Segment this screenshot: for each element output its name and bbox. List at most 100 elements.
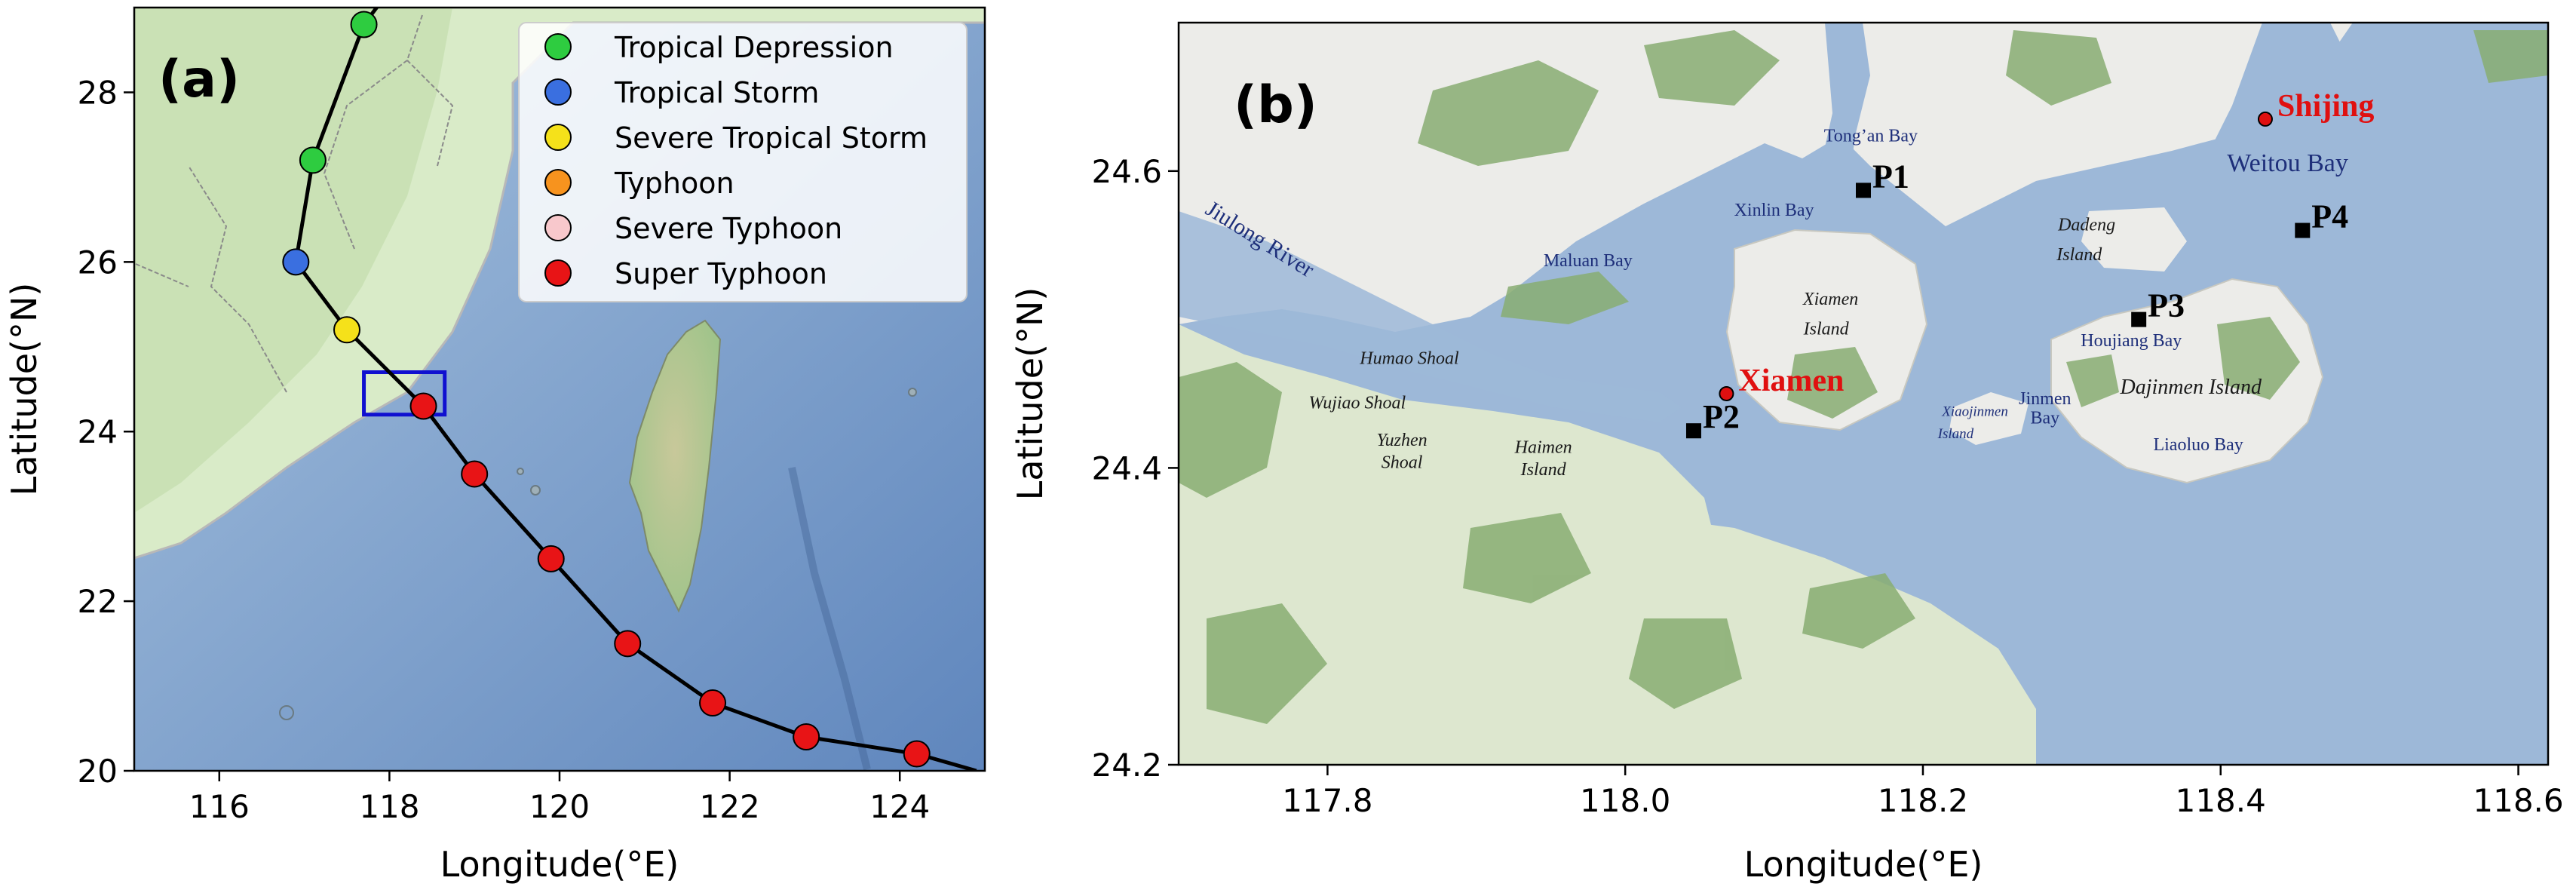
panel-a-axes: 116 118 120 122 124 20 22 24 26 28 xyxy=(78,74,931,825)
legend-marker xyxy=(544,214,572,241)
track-point xyxy=(282,248,310,276)
panel-b-basemap: P1 P2 P3 P4 Tong’an Bay Xinlin Bay Maluan Bay… xyxy=(1179,23,2548,765)
legend-marker xyxy=(544,169,572,196)
panel-a-xlabel: Longitude(°E) xyxy=(440,844,679,885)
station-marker xyxy=(2131,311,2147,327)
legend-marker xyxy=(544,124,572,151)
place-label: Island xyxy=(2056,245,2102,265)
place-label: Island xyxy=(1937,426,1974,442)
track-point xyxy=(537,545,565,572)
panel-b-ytick-label: 24.6 xyxy=(1091,153,1162,190)
station-label: P3 xyxy=(2148,287,2185,324)
panel-a-ylabel: Latitude(°N) xyxy=(4,283,44,496)
panel-b-xtick-label: 117.8 xyxy=(1282,782,1372,819)
station-marker xyxy=(1685,423,1701,439)
panel-b: P1 P2 P3 P4 Tong’an Bay Xinlin Bay Maluan Bay… xyxy=(1010,21,2564,885)
place-label: Wujiao Shoal xyxy=(1309,394,1406,413)
place-label: Maluan Bay xyxy=(1544,251,1633,271)
legend-items: Tropical Depression Tropical Storm Severe … xyxy=(544,31,928,290)
panel-a-ytick-label: 24 xyxy=(78,413,118,450)
station-label: P4 xyxy=(2311,198,2348,235)
track-point xyxy=(903,740,931,768)
xiaojinmen-island xyxy=(1949,392,2029,445)
place-label: Dajinmen Island xyxy=(2120,376,2262,399)
legend-marker xyxy=(544,78,572,106)
place-label: Tong’an Bay xyxy=(1824,126,1918,146)
station-marker xyxy=(1856,183,1871,198)
panel-a-xtick-label: 118 xyxy=(359,788,419,825)
track-point xyxy=(350,11,378,38)
panel-a-xtick-label: 120 xyxy=(529,788,590,825)
place-label: Island xyxy=(1520,460,1567,480)
track-point xyxy=(461,460,489,488)
legend-label: Super Typhoon xyxy=(615,257,827,290)
cities-layer: Xiamen Shijing xyxy=(1719,89,2374,401)
xiamen-island xyxy=(1725,229,1928,431)
track-point xyxy=(614,630,642,658)
place-label: Xiamen xyxy=(1802,290,1858,309)
place-label: Yuzhen xyxy=(1377,431,1428,450)
panel-b-xtick-label: 118.6 xyxy=(2473,782,2563,819)
place-label: Xiaojinmen xyxy=(1941,404,2008,420)
track-point xyxy=(299,146,327,174)
track-point xyxy=(409,392,437,420)
taiwan-island xyxy=(628,319,722,613)
panel-b-ylabel: Latitude(°N) xyxy=(1010,287,1050,501)
legend-label: Tropical Depression xyxy=(614,31,894,64)
legend-marker xyxy=(544,33,572,60)
tongan-bay-channel xyxy=(1795,23,1870,226)
station-label: P2 xyxy=(1703,398,1740,435)
panel-a-ytick-label: 26 xyxy=(78,244,118,281)
panel-a-ytick-label: 22 xyxy=(78,583,118,620)
dadeng-island xyxy=(2081,207,2187,272)
panel-a-label: (a) xyxy=(158,50,240,109)
panel-b-label: (b) xyxy=(1234,75,1317,135)
vegetation xyxy=(1179,30,2548,724)
track-point xyxy=(699,689,727,717)
place-label: Bay xyxy=(2030,408,2059,428)
legend-label: Typhoon xyxy=(614,167,734,200)
place-label: Weitou Bay xyxy=(2227,149,2348,177)
panel-a: 116 118 120 122 124 20 22 24 26 28 (a) Longitude(… xyxy=(4,6,986,885)
small-islands xyxy=(279,388,917,720)
legend-label: Severe Typhoon xyxy=(615,212,842,245)
station-label: P1 xyxy=(1872,158,1909,195)
province-borders xyxy=(135,14,454,393)
panel-b-axes: 117.8 118.0 118.2 118.4 118.6 24.2 24.4 24.6 xyxy=(1091,153,2563,819)
city-label: Xiamen xyxy=(1738,364,1844,398)
place-label: Jinmen xyxy=(2019,389,2071,409)
place-label: Haimen xyxy=(1514,438,1572,458)
jiulong-estuary xyxy=(1179,211,1682,422)
panel-b-xlabel: Longitude(°E) xyxy=(1744,844,1983,885)
typhoon-track xyxy=(282,8,977,771)
panel-a-xtick-label: 124 xyxy=(869,788,930,825)
place-label: Shoal xyxy=(1382,453,1423,472)
panel-b-xtick-label: 118.0 xyxy=(1580,782,1670,819)
panel-a-xtick-label: 122 xyxy=(700,788,760,825)
legend-box xyxy=(518,22,968,302)
place-label: Houjiang Bay xyxy=(2081,331,2182,351)
trench-ridge xyxy=(788,466,871,771)
place-label: Humao Shoal xyxy=(1359,349,1459,369)
panel-b-xtick-label: 118.4 xyxy=(2176,782,2266,819)
panel-a-ytick-label: 28 xyxy=(78,74,118,111)
legend-label: Severe Tropical Storm xyxy=(615,121,928,155)
track-point xyxy=(793,723,820,751)
city-marker xyxy=(2257,111,2273,127)
place-label: Liaoluo Bay xyxy=(2153,435,2243,455)
panel-b-ytick-label: 24.4 xyxy=(1091,450,1162,486)
legend-label: Tropical Storm xyxy=(614,76,819,109)
legend: Tropical Depression Tropical Storm Severe … xyxy=(518,22,968,302)
panel-a-xtick-label: 116 xyxy=(189,788,250,825)
legend-marker xyxy=(544,259,572,287)
place-label: Xinlin Bay xyxy=(1734,201,1814,220)
weitou-bay xyxy=(2202,23,2548,302)
panel-a-ytick-label: 20 xyxy=(78,753,118,790)
place-label: Island xyxy=(1803,319,1850,339)
city-marker xyxy=(1719,386,1734,401)
station-marker xyxy=(2295,222,2311,238)
study-area-box xyxy=(362,370,447,417)
stations-layer: P1 P2 P3 P4 xyxy=(1685,158,2348,439)
place-label: Dadeng xyxy=(2057,216,2115,235)
